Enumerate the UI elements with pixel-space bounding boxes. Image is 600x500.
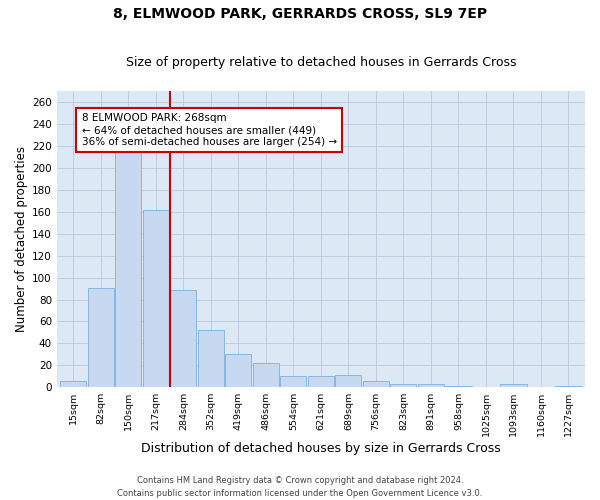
- Text: 8, ELMWOOD PARK, GERRARDS CROSS, SL9 7EP: 8, ELMWOOD PARK, GERRARDS CROSS, SL9 7EP: [113, 8, 487, 22]
- Y-axis label: Number of detached properties: Number of detached properties: [15, 146, 28, 332]
- Bar: [308, 376, 334, 387]
- Text: Contains HM Land Registry data © Crown copyright and database right 2024.
Contai: Contains HM Land Registry data © Crown c…: [118, 476, 482, 498]
- Bar: [391, 384, 416, 387]
- Bar: [170, 290, 196, 387]
- Bar: [198, 330, 224, 387]
- Bar: [115, 152, 142, 387]
- Bar: [418, 384, 444, 387]
- Bar: [556, 386, 581, 387]
- Bar: [280, 376, 307, 387]
- Bar: [225, 354, 251, 387]
- Bar: [500, 384, 527, 387]
- Title: Size of property relative to detached houses in Gerrards Cross: Size of property relative to detached ho…: [125, 56, 516, 70]
- Bar: [363, 380, 389, 387]
- Bar: [335, 375, 361, 387]
- Bar: [445, 386, 472, 387]
- Bar: [143, 210, 169, 387]
- Text: 8 ELMWOOD PARK: 268sqm
← 64% of detached houses are smaller (449)
36% of semi-de: 8 ELMWOOD PARK: 268sqm ← 64% of detached…: [82, 114, 337, 146]
- Bar: [88, 288, 114, 387]
- Bar: [60, 380, 86, 387]
- X-axis label: Distribution of detached houses by size in Gerrards Cross: Distribution of detached houses by size …: [141, 442, 501, 455]
- Bar: [253, 363, 279, 387]
